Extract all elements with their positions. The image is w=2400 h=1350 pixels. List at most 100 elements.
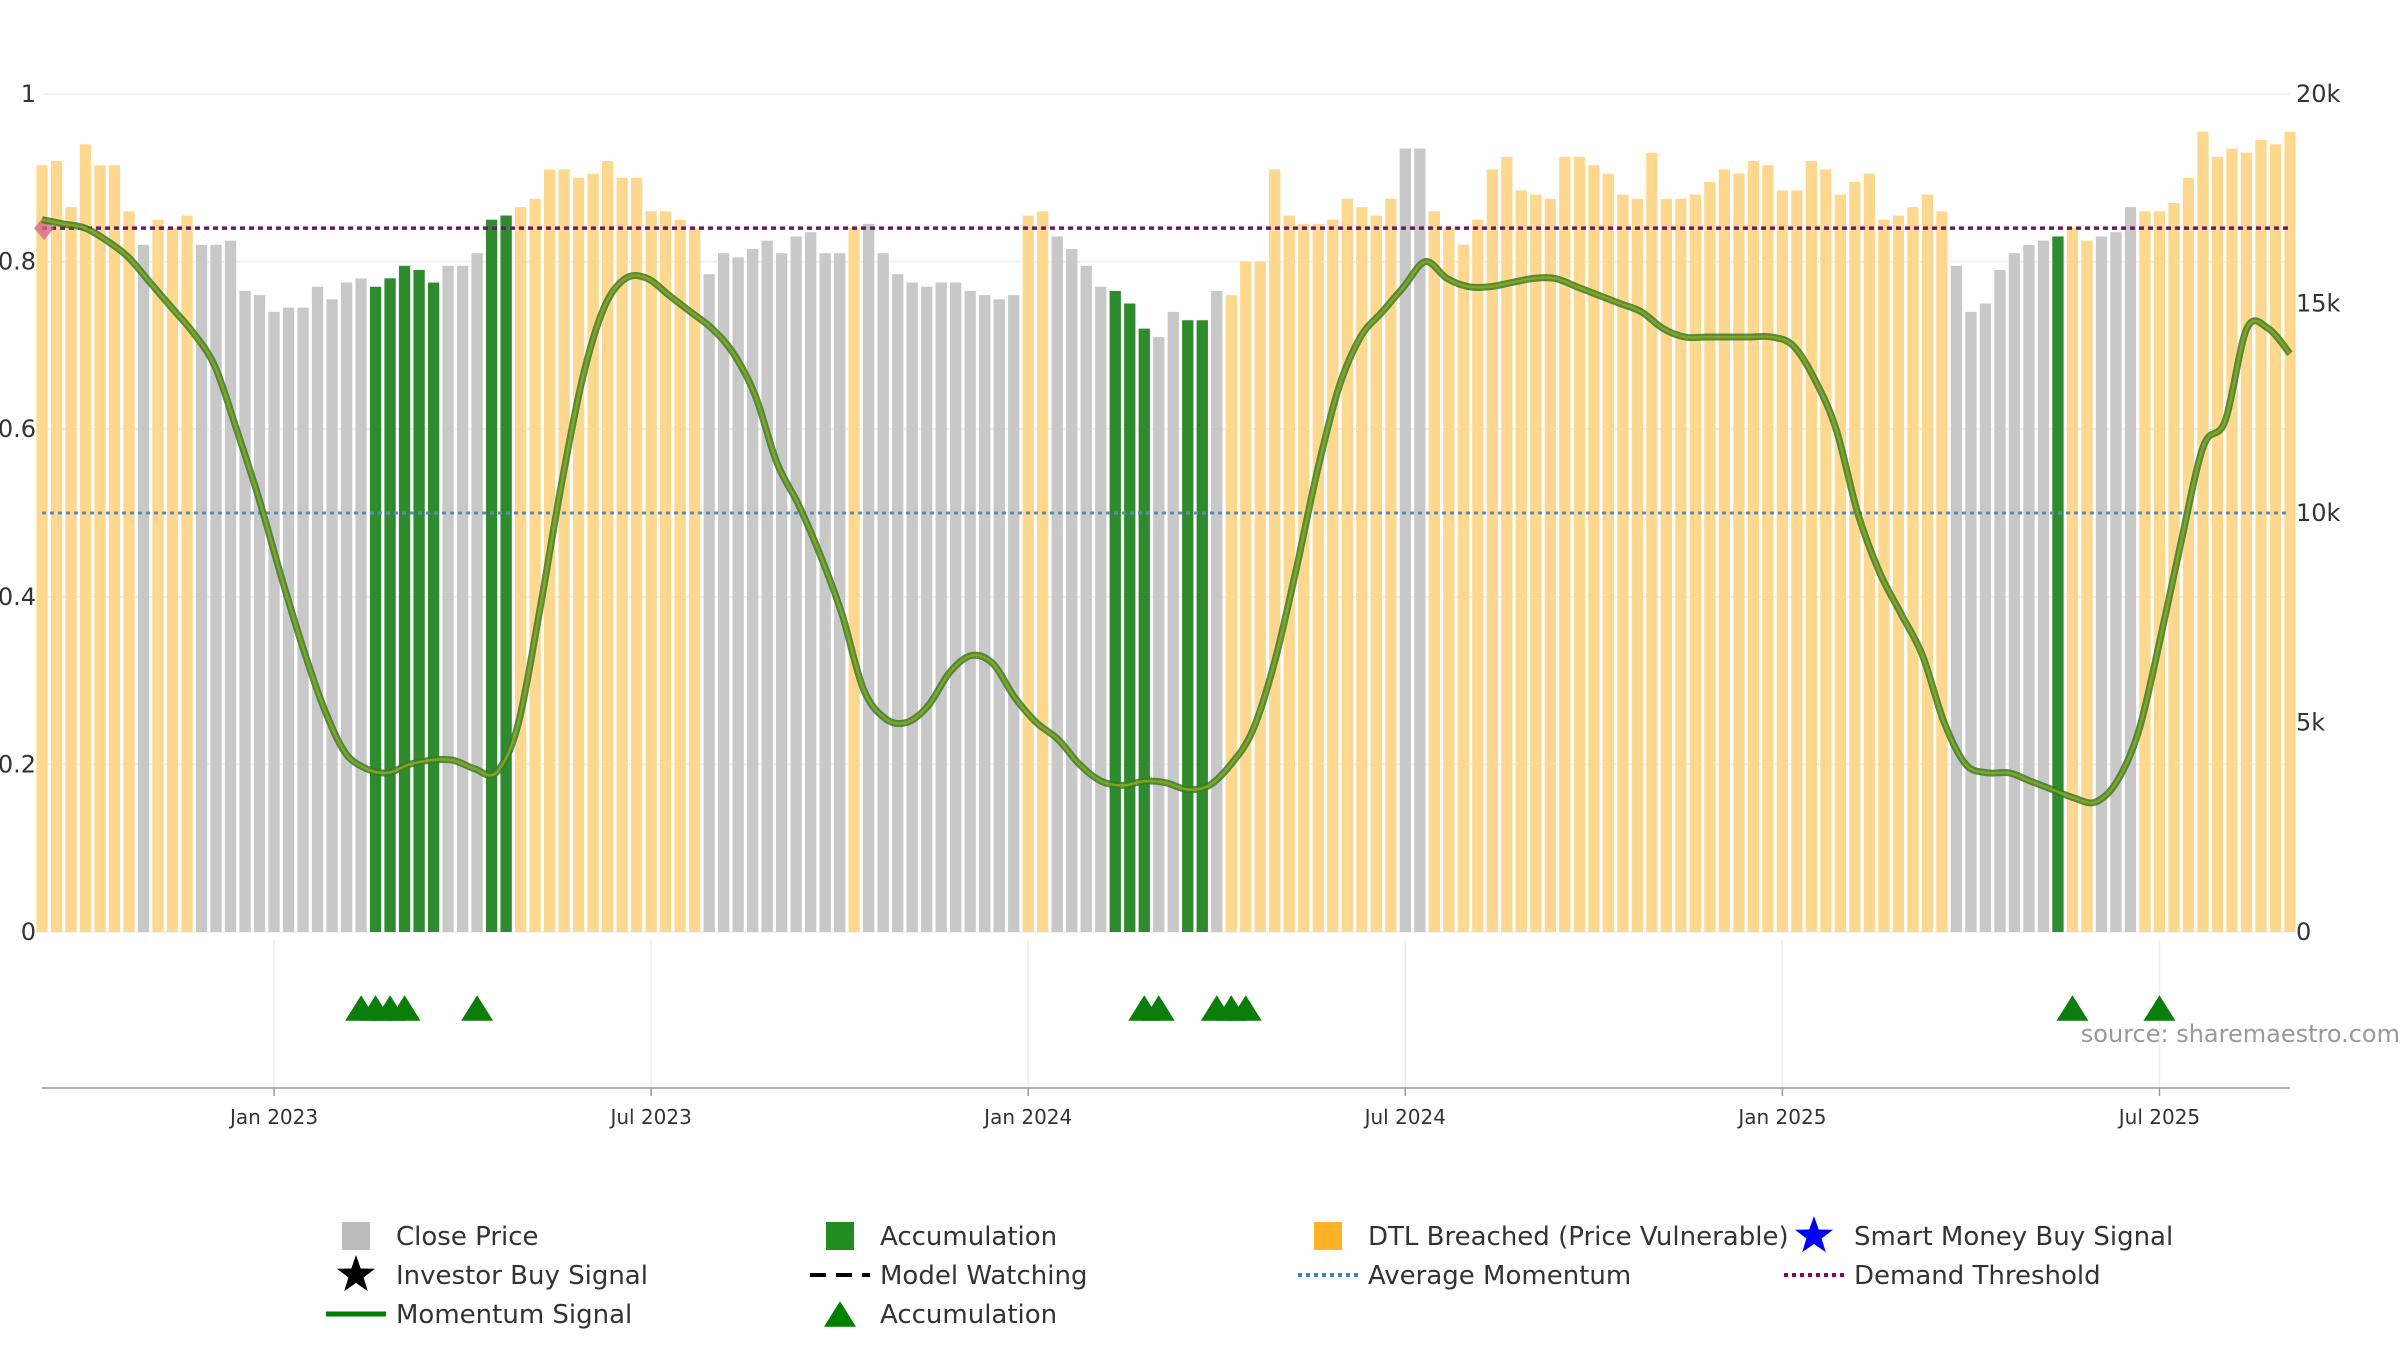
legend-label: Demand Threshold — [1854, 1261, 2101, 1291]
dtl-breached-bar — [108, 165, 121, 933]
accumulation-bar — [1182, 320, 1194, 932]
dtl-breached-bar — [1849, 181, 1861, 933]
accumulation-bar — [1109, 290, 1121, 932]
accumulation-bar — [1138, 328, 1150, 932]
dtl-breached-bar — [1254, 261, 1266, 933]
accumulation-bar — [427, 282, 440, 932]
close-price-bar — [1008, 295, 1020, 932]
dtl-breached-bar — [1747, 161, 1760, 933]
dtl-breached-bar — [1791, 190, 1803, 932]
dtl-breached-bar — [1428, 211, 1440, 932]
close-price-bar — [311, 286, 324, 932]
momentum-signal-highlight — [41, 218, 2291, 805]
dtl-breached-bar — [529, 198, 541, 932]
dtl-breached-bar — [630, 177, 643, 933]
y-right-tick-label: 0 — [2296, 918, 2311, 946]
accumulation-bar — [398, 265, 411, 932]
dtl-breached-bar — [1269, 169, 1281, 933]
x-tick-label: Jul 2025 — [2117, 1105, 2200, 1129]
dtl-breached-bar — [1457, 244, 1469, 933]
dtl-breached-bar — [1573, 156, 1585, 933]
dtl-breached-bar — [1631, 198, 1644, 932]
legend-symbol-square — [826, 1222, 854, 1250]
dtl-breached-bar — [2139, 211, 2151, 932]
dtl-breached-bar — [2284, 131, 2296, 932]
dtl-breached-bar — [1356, 207, 1368, 932]
close-price-bar — [892, 274, 904, 932]
dtl-breached-bar — [1472, 219, 1484, 932]
dtl-breached-bar — [1283, 215, 1295, 932]
dtl-breached-bar — [848, 228, 860, 932]
legend-label: Accumulation — [880, 1300, 1057, 1330]
dtl-breached-bar — [1762, 165, 1774, 933]
x-tick-label: Jul 2023 — [608, 1105, 691, 1129]
accumulation-triangle-marker — [2143, 995, 2176, 1021]
dtl-breached-bar — [1559, 156, 1571, 933]
close-price-bar — [195, 244, 208, 933]
close-price-bar — [761, 240, 773, 932]
dtl-breached-bar — [1907, 207, 1919, 932]
dtl-breached-bar — [2211, 156, 2224, 933]
y-left-tick-label: 0.2 — [0, 750, 36, 778]
dtl-breached-bar — [1544, 198, 1556, 932]
x-tick-label: Jan 2025 — [1736, 1105, 1826, 1129]
close-price-bar — [442, 265, 454, 932]
close-price-bar — [1211, 290, 1223, 932]
dtl-breached-bar — [166, 228, 179, 932]
dtl-breached-bar — [1776, 190, 1789, 932]
x-tick-label: Jul 2024 — [1363, 1105, 1446, 1129]
accumulation-triangle-marker — [461, 995, 494, 1021]
dtl-breached-bar — [1834, 194, 1847, 932]
dtl-breached-bar — [36, 165, 48, 933]
dtl-breached-bar — [123, 211, 135, 932]
close-price-bar — [1979, 303, 1992, 932]
dtl-breached-bar — [1820, 169, 1832, 933]
dtl-breached-bar — [79, 144, 92, 932]
dtl-breached-bar — [1370, 215, 1382, 932]
dtl-breached-bar — [1617, 194, 1629, 932]
accumulation-bar — [369, 286, 382, 932]
dtl-breached-bar — [558, 169, 570, 933]
dtl-breached-bar — [94, 165, 106, 933]
close-price-bar — [268, 311, 280, 932]
close-price-bar — [1167, 311, 1179, 932]
dtl-breached-bar — [616, 177, 628, 933]
dtl-breached-bar — [659, 211, 672, 932]
close-price-bar — [2037, 240, 2050, 932]
dtl-breached-bar — [514, 207, 527, 932]
legend-label: Average Momentum — [1368, 1261, 1631, 1291]
dtl-breached-bar — [50, 161, 63, 933]
legend-label: Momentum Signal — [396, 1300, 632, 1330]
close-price-bar — [863, 223, 875, 932]
close-price-bar — [456, 265, 469, 932]
y-left-tick-label: 0.6 — [0, 415, 36, 443]
close-price-bar — [1994, 269, 2006, 933]
dtl-breached-bar — [587, 173, 599, 933]
dtl-breached-bar — [572, 177, 585, 933]
dtl-breached-bar — [1341, 198, 1353, 932]
close-price-bar — [950, 282, 962, 932]
close-price-bar — [819, 253, 831, 933]
legend-symbol-triangle — [824, 1301, 856, 1327]
dtl-breached-bar — [1225, 295, 1237, 932]
x-tick-label: Jan 2023 — [228, 1105, 318, 1129]
close-price-bar — [2110, 232, 2122, 932]
close-price-bar — [340, 282, 353, 932]
dtl-breached-bar — [1588, 165, 1600, 933]
close-price-bar — [993, 299, 1005, 932]
close-price-bar — [1051, 236, 1063, 932]
close-price-bar — [1095, 286, 1107, 932]
close-price-bar — [355, 278, 367, 932]
accumulation-bar — [500, 215, 512, 932]
dtl-breached-bar — [1385, 198, 1397, 932]
accumulation-bar — [1124, 303, 1136, 932]
y-right-tick-label: 15k — [2296, 290, 2341, 318]
dtl-breached-bar — [181, 215, 193, 932]
dtl-breached-bar — [1298, 223, 1310, 932]
close-price-bar — [1950, 265, 1963, 932]
dtl-breached-bar — [1312, 223, 1324, 932]
close-price-bar — [906, 282, 918, 932]
accumulation-bar — [1196, 320, 1208, 932]
close-price-bar — [979, 295, 991, 932]
close-price-bar — [790, 236, 802, 932]
